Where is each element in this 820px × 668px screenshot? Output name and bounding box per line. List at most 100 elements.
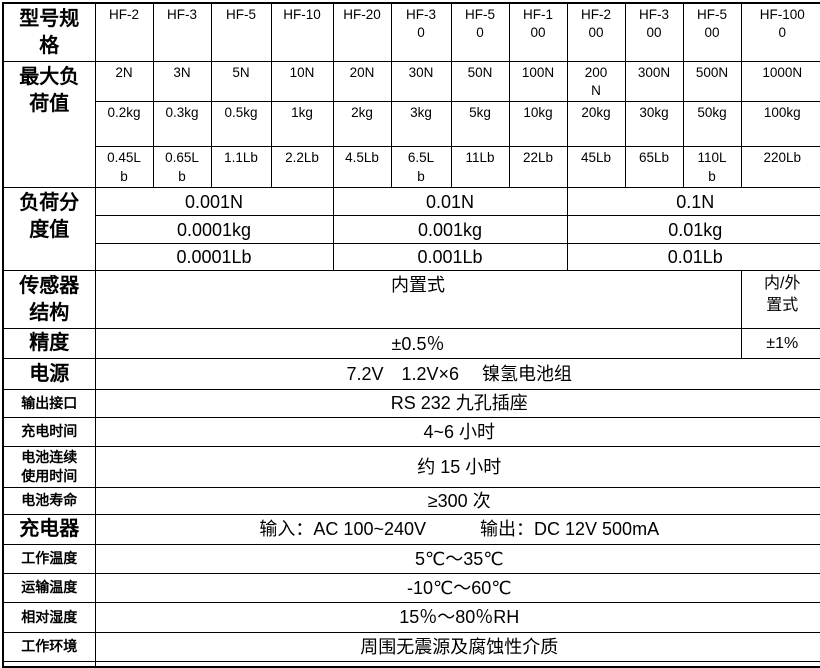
work-temp-value-cell: 5℃～35℃ bbox=[94, 543, 820, 574]
row-label-accuracy: 精度 bbox=[2, 328, 96, 360]
max-load-kg-cell: 100kg bbox=[740, 101, 820, 148]
row-label-battery-use: 电池连续 使用时间 bbox=[2, 445, 96, 488]
row-label-resolution: 负荷分 度值 bbox=[2, 186, 96, 272]
resolution-kg-cell: 0.001kg bbox=[332, 215, 568, 245]
model-cell: HF-3 0 bbox=[390, 2, 452, 62]
model-cell: HF-1 00 bbox=[508, 2, 568, 62]
row-empty-bottom bbox=[2, 660, 820, 668]
empty-value-cell bbox=[94, 660, 820, 668]
max-load-n-cell: 50N bbox=[450, 60, 510, 103]
row-sensor: 传感器 结构 内置式 内/外 置式 bbox=[2, 270, 820, 330]
row-battery-use: 电池连续 使用时间 约 15 小时 bbox=[2, 445, 820, 488]
resolution-lb-cell: 0.001Lb bbox=[332, 243, 568, 272]
empty-label-cell bbox=[2, 660, 96, 668]
resolution-n-cell: 0.01N bbox=[332, 186, 568, 217]
row-resolution-kg: 0.0001kg 0.001kg 0.01kg bbox=[3, 215, 820, 245]
max-load-lb-cell: 0.65L b bbox=[152, 146, 212, 188]
resolution-n-cell: 0.001N bbox=[94, 186, 334, 217]
max-load-n-cell: 1000N bbox=[740, 60, 820, 103]
row-transport-temp: 运输温度 -10℃～60℃ bbox=[2, 572, 820, 603]
power-value-cell: 7.2V 1.2V×6 镍氢电池组 bbox=[94, 358, 820, 391]
row-label-charge-time: 充电时间 bbox=[2, 416, 96, 447]
resolution-kg-cell: 0.0001kg bbox=[94, 215, 334, 245]
resolution-kg-cell: 0.01kg bbox=[566, 215, 820, 245]
max-load-kg-cell: 1kg bbox=[270, 101, 334, 148]
row-max-load-kg: 0.2kg 0.3kg 0.5kg 1kg 2kg 3kg 5kg 10kg 2… bbox=[3, 101, 820, 148]
row-humidity: 相对湿度 15％～80％RH bbox=[2, 601, 820, 633]
model-cell: HF-2 00 bbox=[566, 2, 626, 62]
sensor-value-cell: 内置式 bbox=[94, 270, 742, 330]
row-max-load-newton: 最大负 荷值 2N 3N 5N 10N 20N 30N 50N 100N 200… bbox=[2, 60, 820, 188]
max-load-kg-cell: 5kg bbox=[450, 101, 510, 148]
max-load-n-cell: 500N bbox=[682, 60, 742, 103]
row-work-temp: 工作温度 5℃～35℃ bbox=[2, 543, 820, 574]
max-load-kg-cell: 0.3kg bbox=[152, 101, 212, 148]
max-load-kg-cell: 30kg bbox=[624, 101, 684, 148]
accuracy-last-col-cell: ±1% bbox=[740, 328, 820, 360]
row-resolution-lb: 0.0001Lb 0.001Lb 0.01Lb bbox=[3, 243, 820, 272]
max-load-lb-cell: 220Lb bbox=[740, 146, 820, 188]
row-environment: 工作环境 周围无震源及腐蚀性介质 bbox=[2, 631, 820, 662]
humidity-value-cell: 15％～80％RH bbox=[94, 601, 820, 633]
max-load-lb-cell: 45Lb bbox=[566, 146, 626, 188]
row-accuracy: 精度 ±0.5％ ±1% bbox=[2, 328, 820, 360]
max-load-lb-cell: 0.45L b bbox=[94, 146, 154, 188]
resolution-lb-cell: 0.01Lb bbox=[566, 243, 820, 272]
row-models: 型号规 格 HF-2 HF-3 HF-5 HF-10 HF-20 HF-3 0 … bbox=[2, 2, 820, 62]
model-cell: HF-5 bbox=[210, 2, 272, 62]
row-label-model-spec: 型号规 格 bbox=[2, 2, 96, 62]
max-load-lb-cell: 65Lb bbox=[624, 146, 684, 188]
max-load-n-cell: 200 N bbox=[566, 60, 626, 103]
max-load-lb-cell: 2.2Lb bbox=[270, 146, 334, 188]
model-cell: HF-3 00 bbox=[624, 2, 684, 62]
model-cell: HF-5 0 bbox=[450, 2, 510, 62]
max-load-n-cell: 20N bbox=[332, 60, 392, 103]
model-cell: HF-10 bbox=[270, 2, 334, 62]
row-output: 输出接口 RS 232 九孔插座 bbox=[2, 389, 820, 418]
max-load-n-cell: 5N bbox=[210, 60, 272, 103]
max-load-n-cell: 300N bbox=[624, 60, 684, 103]
max-load-kg-cell: 0.2kg bbox=[94, 101, 154, 148]
max-load-n-cell: 10N bbox=[270, 60, 334, 103]
max-load-kg-cell: 10kg bbox=[508, 101, 568, 148]
max-load-kg-cell: 50kg bbox=[682, 101, 742, 148]
row-label-humidity: 相对湿度 bbox=[2, 601, 96, 633]
max-load-lb-cell: 22Lb bbox=[508, 146, 568, 188]
row-charger: 充电器 输入：AC 100~240V 输出：DC 12V 500mA bbox=[2, 513, 820, 545]
max-load-lb-cell: 11Lb bbox=[450, 146, 510, 188]
max-load-lb-cell: 110L b bbox=[682, 146, 742, 188]
max-load-kg-cell: 2kg bbox=[332, 101, 392, 148]
resolution-lb-cell: 0.0001Lb bbox=[94, 243, 334, 272]
max-load-n-cell: 3N bbox=[152, 60, 212, 103]
row-power: 电源 7.2V 1.2V×6 镍氢电池组 bbox=[2, 358, 820, 391]
output-value-cell: RS 232 九孔插座 bbox=[94, 389, 820, 418]
max-load-n-cell: 2N bbox=[94, 60, 154, 103]
model-cell: HF-3 bbox=[152, 2, 212, 62]
row-label-sensor: 传感器 结构 bbox=[2, 270, 96, 330]
battery-use-value-cell: 约 15 小时 bbox=[94, 445, 820, 488]
row-label-environment: 工作环境 bbox=[2, 631, 96, 662]
row-charge-time: 充电时间 4~6 小时 bbox=[2, 416, 820, 447]
row-label-work-temp: 工作温度 bbox=[2, 543, 96, 574]
accuracy-value-cell: ±0.5％ bbox=[94, 328, 742, 360]
row-label-max-load: 最大负 荷值 bbox=[2, 61, 96, 188]
row-label-battery-life: 电池寿命 bbox=[2, 486, 96, 515]
max-load-kg-cell: 0.5kg bbox=[210, 101, 272, 148]
row-resolution-newton: 负荷分 度值 0.001N 0.01N 0.1N bbox=[2, 186, 820, 272]
row-label-transport-temp: 运输温度 bbox=[2, 572, 96, 603]
max-load-kg-cell: 3kg bbox=[390, 101, 452, 148]
sensor-last-col-cell: 内/外 置式 bbox=[740, 270, 820, 330]
resolution-n-cell: 0.1N bbox=[566, 186, 820, 217]
row-max-load-lb: 0.45L b 0.65L b 1.1Lb 2.2Lb 4.5Lb 6.5L b… bbox=[3, 146, 820, 188]
max-load-n-cell: 100N bbox=[508, 60, 568, 103]
max-load-lb-cell: 6.5L b bbox=[390, 146, 452, 188]
model-cell: HF-5 00 bbox=[682, 2, 742, 62]
model-cell: HF-100 0 bbox=[740, 2, 820, 62]
max-load-kg-cell: 20kg bbox=[566, 101, 626, 148]
environment-value-cell: 周围无震源及腐蚀性介质 bbox=[94, 631, 820, 662]
row-label-output: 输出接口 bbox=[2, 389, 96, 418]
model-cell: HF-2 bbox=[94, 2, 154, 62]
max-load-lb-cell: 4.5Lb bbox=[332, 146, 392, 188]
row-label-power: 电源 bbox=[2, 358, 96, 391]
battery-life-value-cell: ≥300 次 bbox=[94, 486, 820, 515]
